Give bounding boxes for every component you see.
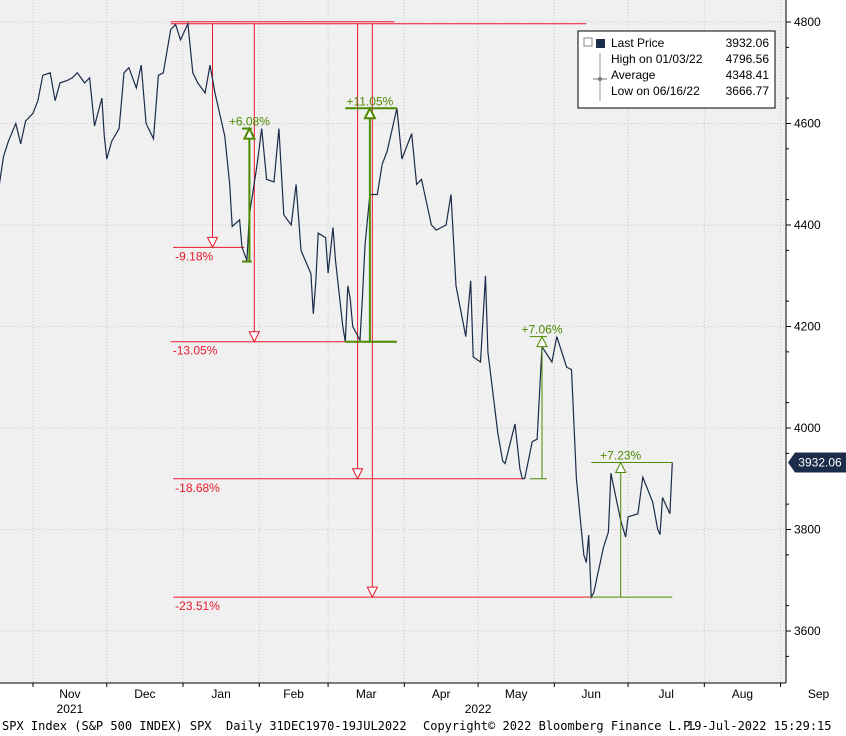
- legend-high-value: 4796.56: [726, 52, 770, 66]
- y-tick-label: 4600: [794, 117, 821, 131]
- legend-collapse-icon: [583, 37, 593, 47]
- x-month-label: Feb: [283, 687, 304, 701]
- drawdown-label: -13.05%: [173, 344, 218, 358]
- legend-box: [577, 30, 776, 109]
- last-price-tag: [788, 452, 846, 473]
- drawdown-arrow-head: [206, 236, 219, 249]
- legend-line-swatch: [596, 39, 605, 48]
- last-price-tag-label: 3932.06: [798, 455, 842, 469]
- footer-ticker-name: SPX Index (S&P 500 INDEX) SPX: [2, 719, 212, 733]
- legend-average-value: 4348.41: [726, 68, 770, 82]
- x-month-label: Jan: [211, 687, 230, 701]
- legend-last-price-value: 3932.06: [726, 36, 770, 50]
- footer-timestamp: 19-Jul-2022 15:29:15: [687, 719, 832, 733]
- x-month-label: May: [505, 687, 528, 701]
- rally-label: +7.06%: [521, 323, 562, 337]
- rally-arrow-head: [363, 106, 377, 120]
- x-year-label: 2022: [465, 702, 492, 714]
- drawdown-label: -9.18%: [175, 249, 213, 263]
- rally-label: +6.08%: [229, 115, 270, 129]
- x-month-label: Mar: [356, 687, 377, 701]
- legend-high-label: High on 01/03/22: [611, 52, 703, 66]
- legend-average-dot: [598, 77, 602, 81]
- x-month-label: Sep: [808, 687, 830, 701]
- chart-canvas: 3600 3800 4000 4200 4400 4600 4800 Nov Dec Jan Feb…: [0, 0, 846, 714]
- y-tick-label: 3600: [794, 624, 821, 638]
- footer-period: Daily 31DEC1970-19JUL2022: [225, 719, 407, 733]
- drawdown-label: -18.68%: [175, 481, 220, 495]
- rally-label: +11.05%: [346, 94, 393, 108]
- footer-copyright: Copyright© 2022 Bloomberg Finance L.P.: [423, 719, 698, 733]
- drawdown-arrow-head: [248, 331, 261, 343]
- legend-low-label: Low on 06/16/22: [611, 84, 700, 98]
- legend-last-price-label: Last Price: [611, 36, 665, 50]
- drawdown-arrow-head: [351, 468, 364, 480]
- drawdown-label: -23.51%: [175, 599, 220, 613]
- x-month-label: Jul: [659, 687, 674, 701]
- y-tick-label: 4800: [794, 15, 821, 29]
- chart-footer: SPX Index (S&P 500 INDEX) SPX Daily 31DE…: [0, 714, 846, 736]
- x-month-label: Dec: [134, 687, 155, 701]
- legend-low-value: 3666.77: [726, 84, 770, 98]
- y-tick-label: 3800: [794, 523, 821, 537]
- drawdown-arrow-head: [366, 586, 379, 599]
- footer-ticker: SPX Index (S&P 500 INDEX) SPX Daily 31DE…: [2, 719, 407, 733]
- price-line: [0, 21, 673, 600]
- rally-arrow-head: [536, 335, 548, 348]
- x-month-label: Apr: [432, 687, 451, 701]
- x-year-label: 2021: [57, 702, 84, 714]
- y-tick-label: 4000: [794, 421, 821, 435]
- y-tick-label: 4400: [794, 218, 821, 232]
- x-month-label: Jun: [582, 687, 601, 701]
- x-month-label: Aug: [732, 687, 753, 701]
- rally-label: +7.23%: [600, 448, 641, 462]
- y-tick-label: 4200: [794, 320, 821, 334]
- x-month-label: Nov: [59, 687, 80, 701]
- rally-arrow-head: [242, 126, 257, 140]
- legend-average-label: Average: [611, 68, 656, 82]
- rally-arrow-head: [614, 461, 627, 473]
